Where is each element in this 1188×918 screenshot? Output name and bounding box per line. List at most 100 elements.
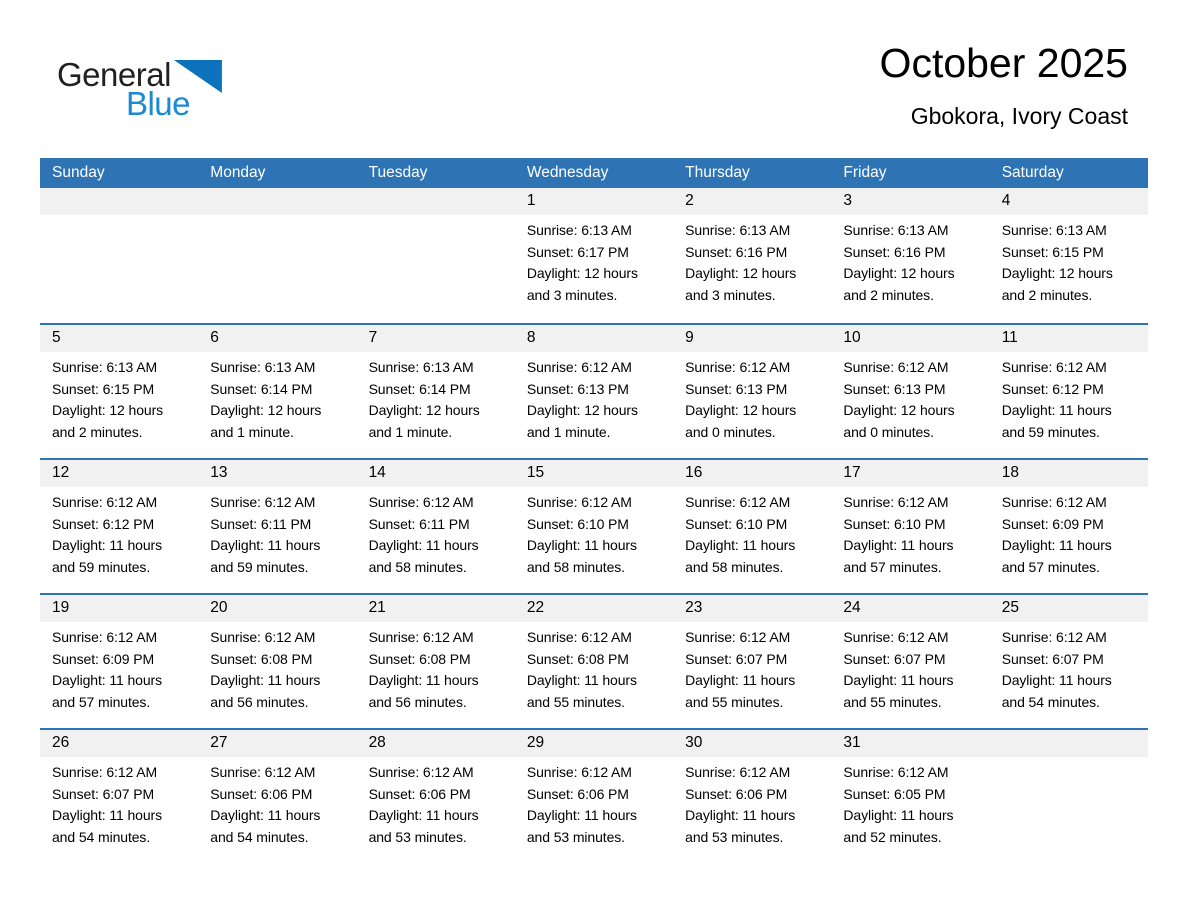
sunset-text: Sunset: 6:16 PM [685, 243, 788, 260]
day-info: Sunrise: 6:12 AM Sunset: 6:10 PM Daylight:… [831, 487, 989, 579]
daylight-text-2: and 57 minutes. [52, 694, 151, 711]
sunrise-text: Sunrise: 6:12 AM [210, 629, 316, 645]
sunset-text: Sunset: 6:09 PM [52, 650, 155, 667]
sunset-text: Sunset: 6:12 PM [52, 515, 155, 532]
day-number: 9 [673, 325, 832, 352]
day-number: 15 [514, 460, 674, 487]
daylight-text-1: Daylight: 11 hours [843, 672, 954, 689]
logo-text-general: General [57, 56, 171, 93]
sunset-text: Sunset: 6:07 PM [1001, 650, 1104, 667]
sunset-text: Sunset: 6:16 PM [843, 243, 946, 260]
day-number: 22 [514, 595, 674, 622]
day-cell-5: 5 Sunrise: 6:13 AM Sunset: 6:15 PM Daylight… [40, 325, 199, 458]
day-info: Sunrise: 6:12 AM Sunset: 6:12 PM Daylight:… [990, 352, 1148, 444]
weekday-header-tuesday: Tuesday [368, 164, 428, 181]
sunrise-text: Sunrise: 6:12 AM [843, 764, 949, 780]
daylight-text-2: and 57 minutes. [843, 559, 942, 576]
day-cell-7: 7 Sunrise: 6:13 AM Sunset: 6:14 PM Daylight… [356, 325, 515, 458]
day-info: Sunrise: 6:12 AM Sunset: 6:08 PM Daylight:… [357, 622, 515, 714]
daylight-text-1: Daylight: 11 hours [526, 672, 637, 689]
day-number: 1 [514, 188, 674, 215]
day-info: Sunrise: 6:12 AM Sunset: 6:13 PM Daylight:… [515, 352, 673, 444]
daylight-text-1: Daylight: 12 hours [1001, 265, 1113, 282]
day-info: Sunrise: 6:12 AM Sunset: 6:06 PM Daylight:… [673, 757, 831, 849]
sunset-text: Sunset: 6:13 PM [526, 380, 629, 397]
sunset-text: Sunset: 6:10 PM [843, 515, 946, 532]
day-cell-20: 20 Sunrise: 6:12 AM Sunset: 6:08 PM Dayligh… [198, 595, 357, 728]
day-cell-30: 30 Sunrise: 6:12 AM Sunset: 6:06 PM Dayligh… [673, 730, 832, 863]
daylight-text-1: Daylight: 11 hours [210, 537, 321, 554]
day-info: Sunrise: 6:12 AM Sunset: 6:13 PM Daylight:… [673, 352, 831, 444]
day-number [356, 188, 515, 215]
daylight-text-2: and 54 minutes. [1001, 694, 1100, 711]
sunrise-text: Sunrise: 6:13 AM [526, 222, 632, 238]
day-info: Sunrise: 6:13 AM Sunset: 6:14 PM Daylight:… [198, 352, 356, 444]
daylight-text-2: and 56 minutes. [368, 694, 467, 711]
day-cell-17: 17 Sunrise: 6:12 AM Sunset: 6:10 PM Dayligh… [831, 460, 990, 593]
daylight-text-1: Daylight: 12 hours [52, 402, 164, 419]
day-cell-4: 4 Sunrise: 6:13 AM Sunset: 6:15 PM Daylight… [989, 188, 1148, 323]
daylight-text-2: and 1 minute. [526, 424, 611, 441]
day-number: 20 [198, 595, 357, 622]
day-info: Sunrise: 6:12 AM Sunset: 6:11 PM Daylight:… [198, 487, 356, 579]
daylight-text-1: Daylight: 12 hours [843, 265, 955, 282]
daylight-text-2: and 53 minutes. [526, 829, 625, 846]
sunset-text: Sunset: 6:10 PM [685, 515, 788, 532]
day-cell-empty [198, 188, 357, 323]
day-cell-10: 10 Sunrise: 6:12 AM Sunset: 6:13 PM Dayligh… [831, 325, 990, 458]
weekday-header-wednesday: Wednesday [526, 164, 609, 181]
daylight-text-1: Daylight: 11 hours [52, 537, 163, 554]
sunrise-text: Sunrise: 6:12 AM [685, 359, 791, 375]
daylight-text-2: and 53 minutes. [368, 829, 467, 846]
daylight-text-1: Daylight: 11 hours [526, 537, 637, 554]
sunset-text: Sunset: 6:17 PM [526, 243, 629, 260]
week-row-3: 12 Sunrise: 6:12 AM Sunset: 6:12 PM Dayligh… [40, 458, 1148, 593]
day-info: Sunrise: 6:12 AM Sunset: 6:08 PM Daylight:… [198, 622, 356, 714]
daylight-text-2: and 2 minutes. [1001, 287, 1093, 304]
day-cell-24: 24 Sunrise: 6:12 AM Sunset: 6:07 PM Dayligh… [831, 595, 990, 728]
day-number: 17 [831, 460, 990, 487]
day-cell-9: 9 Sunrise: 6:12 AM Sunset: 6:13 PM Daylight… [673, 325, 832, 458]
day-cell-26: 26 Sunrise: 6:12 AM Sunset: 6:07 PM Dayligh… [40, 730, 199, 863]
day-number: 28 [356, 730, 515, 757]
sunrise-text: Sunrise: 6:12 AM [526, 764, 632, 780]
daylight-text-2: and 54 minutes. [52, 829, 151, 846]
logo-text-blue: Blue [125, 85, 191, 122]
sunrise-text: Sunrise: 6:13 AM [843, 222, 949, 238]
day-number: 25 [989, 595, 1148, 622]
weekday-header-saturday: Saturday [1001, 164, 1064, 181]
sunset-text: Sunset: 6:06 PM [526, 785, 629, 802]
page-header: General Blue October 2025 Gbokora, Ivory… [40, 40, 1148, 158]
day-info: Sunrise: 6:12 AM Sunset: 6:12 PM Daylight:… [40, 487, 198, 579]
daylight-text-1: Daylight: 12 hours [843, 402, 955, 419]
day-info: Sunrise: 6:13 AM Sunset: 6:16 PM Daylight:… [673, 215, 831, 307]
daylight-text-2: and 54 minutes. [210, 829, 309, 846]
daylight-text-1: Daylight: 11 hours [368, 807, 479, 824]
daylight-text-1: Daylight: 12 hours [526, 402, 638, 419]
day-cell-3: 3 Sunrise: 6:13 AM Sunset: 6:16 PM Daylight… [831, 188, 990, 323]
title-block: October 2025 Gbokora, Ivory Coast [880, 40, 1128, 130]
day-info: Sunrise: 6:12 AM Sunset: 6:09 PM Daylight:… [990, 487, 1148, 579]
daylight-text-1: Daylight: 11 hours [843, 537, 954, 554]
sunset-text: Sunset: 6:08 PM [368, 650, 471, 667]
day-cell-18: 18 Sunrise: 6:12 AM Sunset: 6:09 PM Dayligh… [989, 460, 1148, 593]
sunset-text: Sunset: 6:07 PM [52, 785, 155, 802]
day-info: Sunrise: 6:12 AM Sunset: 6:10 PM Daylight:… [515, 487, 673, 579]
day-cell-14: 14 Sunrise: 6:12 AM Sunset: 6:11 PM Dayligh… [356, 460, 515, 593]
day-cell-empty [356, 188, 515, 323]
daylight-text-1: Daylight: 11 hours [526, 807, 637, 824]
sunset-text: Sunset: 6:07 PM [685, 650, 788, 667]
week-row-2: 5 Sunrise: 6:13 AM Sunset: 6:15 PM Daylight… [40, 323, 1148, 458]
day-number: 11 [989, 325, 1148, 352]
day-cell-31: 31 Sunrise: 6:12 AM Sunset: 6:05 PM Dayligh… [831, 730, 990, 863]
daylight-text-1: Daylight: 11 hours [843, 807, 954, 824]
day-cell-8: 8 Sunrise: 6:12 AM Sunset: 6:13 PM Daylight… [514, 325, 674, 458]
daylight-text-2: and 59 minutes. [52, 559, 151, 576]
daylight-text-1: Daylight: 11 hours [368, 537, 479, 554]
sunrise-text: Sunrise: 6:13 AM [210, 359, 316, 375]
day-number: 23 [673, 595, 832, 622]
sunrise-text: Sunrise: 6:12 AM [1001, 359, 1107, 375]
sunset-text: Sunset: 6:05 PM [843, 785, 946, 802]
daylight-text-1: Daylight: 11 hours [1001, 537, 1112, 554]
